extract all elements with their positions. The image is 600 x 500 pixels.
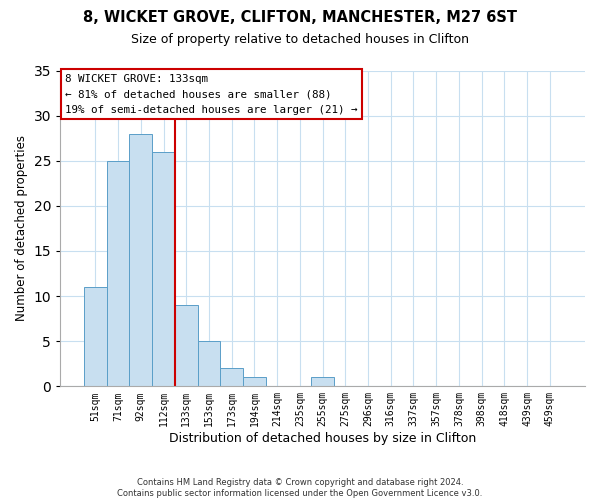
Y-axis label: Number of detached properties: Number of detached properties: [15, 136, 28, 322]
Text: 8 WICKET GROVE: 133sqm
← 81% of detached houses are smaller (88)
19% of semi-det: 8 WICKET GROVE: 133sqm ← 81% of detached…: [65, 74, 358, 115]
Text: Size of property relative to detached houses in Clifton: Size of property relative to detached ho…: [131, 32, 469, 46]
X-axis label: Distribution of detached houses by size in Clifton: Distribution of detached houses by size …: [169, 432, 476, 445]
Bar: [130, 134, 152, 386]
Bar: [243, 378, 266, 386]
Bar: [107, 160, 130, 386]
Text: 8, WICKET GROVE, CLIFTON, MANCHESTER, M27 6ST: 8, WICKET GROVE, CLIFTON, MANCHESTER, M2…: [83, 10, 517, 25]
Bar: [197, 341, 220, 386]
Bar: [311, 378, 334, 386]
Bar: [175, 305, 197, 386]
Bar: [220, 368, 243, 386]
Bar: [152, 152, 175, 386]
Bar: [84, 287, 107, 386]
Text: Contains HM Land Registry data © Crown copyright and database right 2024.
Contai: Contains HM Land Registry data © Crown c…: [118, 478, 482, 498]
